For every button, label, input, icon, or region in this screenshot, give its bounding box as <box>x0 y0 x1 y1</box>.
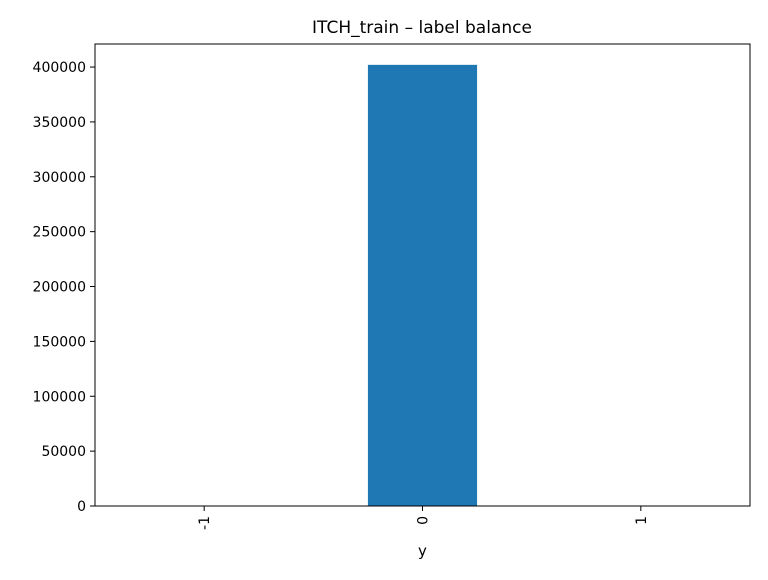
y-tick-label: 150000 <box>33 334 86 350</box>
y-tick-label: 100000 <box>33 389 86 405</box>
y-tick-label: 0 <box>77 499 86 515</box>
x-tick-label: 0 <box>416 516 432 525</box>
x-axis: -1 0 1 <box>197 506 650 530</box>
chart-title: ITCH_train – label balance <box>312 18 532 38</box>
plot-frame <box>94 43 751 507</box>
y-tick-label: 50000 <box>41 444 86 460</box>
y-tick-label: 350000 <box>33 115 86 131</box>
x-axis-label: y <box>418 542 427 560</box>
y-tick-label: 200000 <box>33 280 86 296</box>
y-tick-label: 250000 <box>33 225 86 241</box>
x-tick-label: 1 <box>634 516 650 525</box>
x-tick-label: -1 <box>197 516 213 530</box>
y-tick-label: 300000 <box>33 170 86 186</box>
y-tick-label: 400000 <box>33 60 86 76</box>
y-axis: 0 50000 100000 150000 200000 250000 300000 3500… <box>33 60 95 515</box>
bars-group <box>367 64 478 507</box>
bar-0 <box>367 64 478 507</box>
